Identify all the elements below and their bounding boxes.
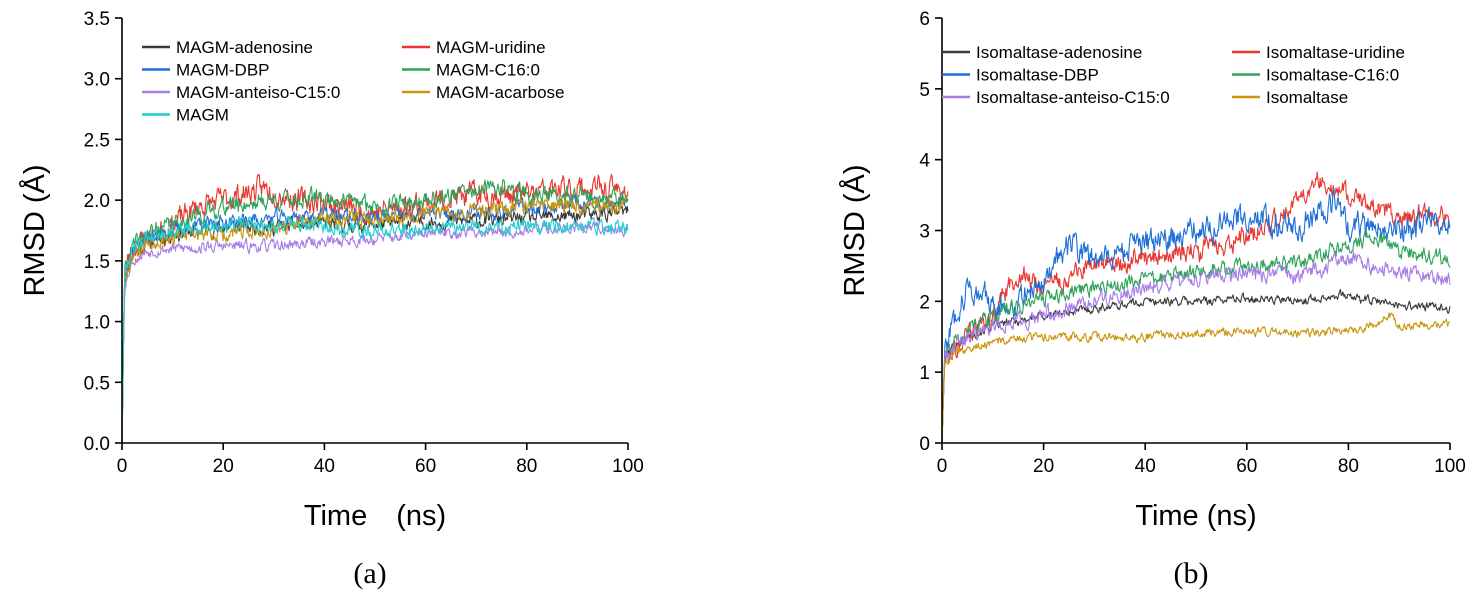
- x-tick-label: 0: [937, 456, 948, 477]
- x-tick-label: 40: [1135, 456, 1156, 477]
- x-tick-label: 100: [612, 456, 644, 477]
- chart-panel-a: 0.0 0.5 1.0 1.5 2.0 2.5 3.0 3.5 0 20 40 60 80 100 Time…: [18, 9, 644, 590]
- y-axis-title: RMSD (Å): [838, 164, 871, 296]
- series-line-4: [121, 219, 629, 444]
- y-tick-label: 0: [919, 434, 930, 455]
- legend-label: MAGM-adenosine: [176, 38, 313, 57]
- legend-label: Isomaltase: [1266, 88, 1348, 107]
- legend: MAGM-adenosine MAGM-uridine MAGM-DBP MAGM-C…: [142, 38, 564, 125]
- y-tick-label: 1: [919, 363, 930, 384]
- x-tick-label: 80: [1338, 456, 1359, 477]
- legend: Isomaltase-adenosine Isomaltase-uridine Is…: [942, 43, 1405, 107]
- legend-label: Isomaltase-DBP: [976, 66, 1099, 85]
- y-tick-label: 4: [919, 151, 930, 172]
- series-line-3: [121, 179, 629, 444]
- panel-label: (a): [353, 557, 386, 590]
- x-tick-label: 20: [213, 456, 234, 477]
- legend-label: Isomaltase-adenosine: [976, 43, 1142, 62]
- series-line-2: [941, 187, 1451, 444]
- series-line-4: [941, 251, 1451, 444]
- x-tick-label: 60: [415, 456, 436, 477]
- panel-label: (b): [1174, 557, 1209, 590]
- legend-label: Isomaltase-anteiso-C15:0: [976, 88, 1170, 107]
- y-tick-label: 2: [919, 292, 930, 313]
- y-tick-label: 2.5: [84, 130, 110, 151]
- x-axis-title: Time (ns): [1135, 500, 1256, 532]
- x-tick-label: 20: [1033, 456, 1054, 477]
- y-tick-label: 3.5: [84, 9, 110, 30]
- x-tick-label: 60: [1236, 456, 1257, 477]
- y-tick-label: 2.0: [84, 191, 110, 212]
- y-tick-label: 0.5: [84, 373, 110, 394]
- legend-label: Isomaltase-uridine: [1266, 43, 1405, 62]
- y-tick-label: 0.0: [84, 434, 110, 455]
- legend-label: MAGM-C16:0: [436, 61, 540, 80]
- x-tick-label: 100: [1434, 456, 1466, 477]
- y-tick-label: 3.0: [84, 70, 110, 91]
- series-line-5: [121, 194, 629, 444]
- legend-label: MAGM-anteiso-C15:0: [176, 83, 340, 102]
- legend-label: MAGM-acarbose: [436, 83, 564, 102]
- y-tick-label: 6: [919, 9, 930, 30]
- x-tick-label: 40: [314, 456, 335, 477]
- legend-label: MAGM-uridine: [436, 38, 546, 57]
- legend-label: Isomaltase-C16:0: [1266, 66, 1399, 85]
- legend-label: MAGM-DBP: [176, 61, 270, 80]
- legend-label: MAGM: [176, 106, 229, 125]
- y-tick-label: 3: [919, 222, 930, 243]
- series-line-5: [941, 312, 1451, 444]
- y-axis-title: RMSD (Å): [18, 164, 51, 296]
- series-line-3: [941, 230, 1451, 444]
- x-tick-label: 0: [117, 456, 128, 477]
- y-tick-label: 5: [919, 80, 930, 101]
- y-tick-label: 1.0: [84, 313, 110, 334]
- series-line-6: [121, 215, 629, 444]
- x-axis-title: Time (ns): [304, 500, 446, 532]
- y-tick-label: 1.5: [84, 252, 110, 273]
- series-line-1: [941, 171, 1451, 444]
- x-tick-label: 80: [516, 456, 537, 477]
- series-line-0: [941, 288, 1451, 444]
